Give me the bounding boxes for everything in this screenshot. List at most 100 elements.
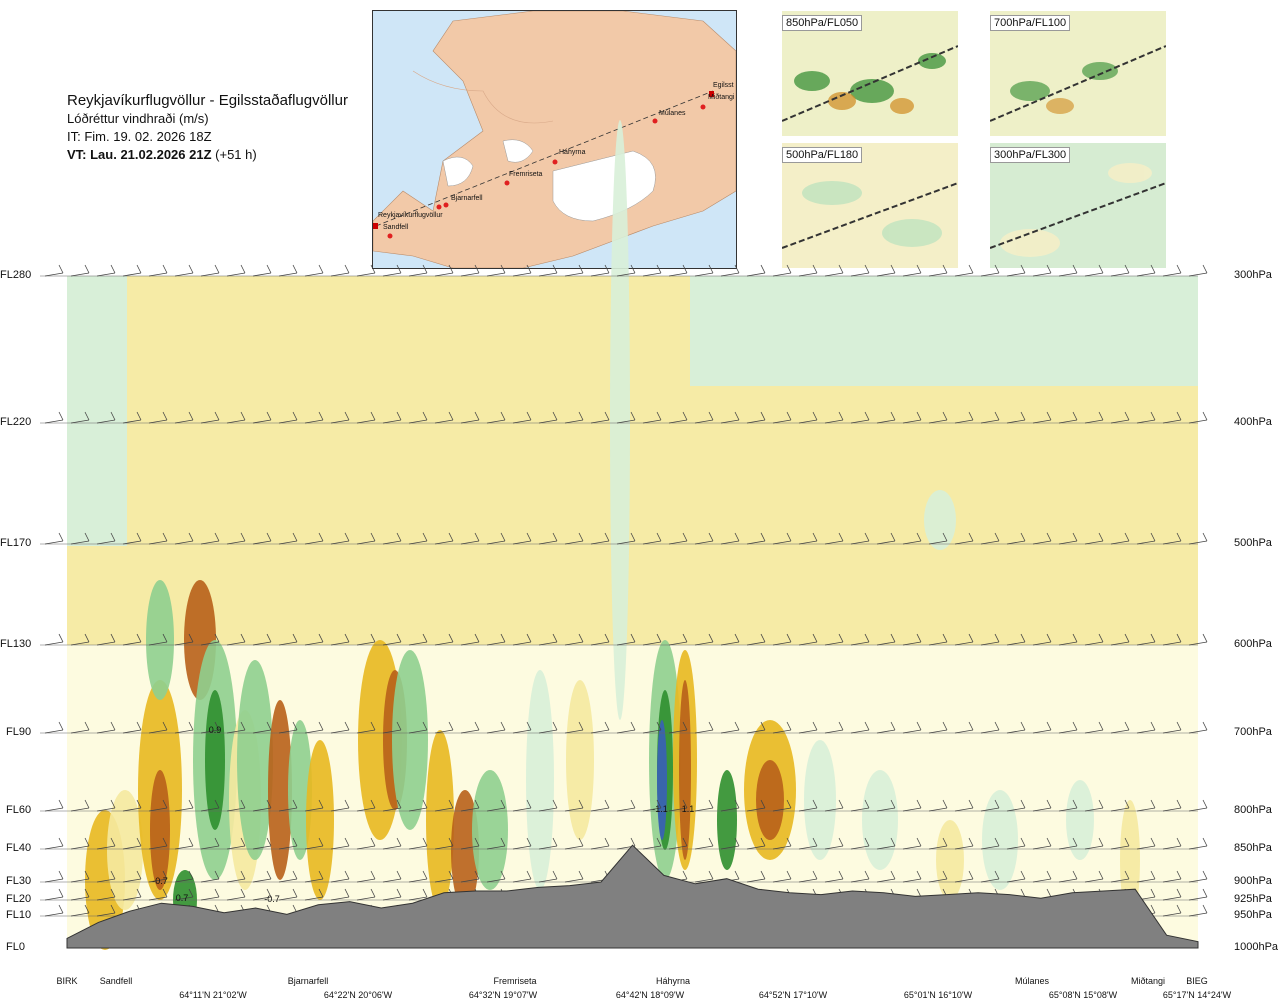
wind-barb: [824, 845, 844, 850]
wind-barb: [174, 419, 194, 424]
wind-barb-flag: [968, 633, 974, 643]
wind-barb: [122, 807, 142, 812]
wind-barb: [408, 845, 428, 850]
wind-barb: [460, 641, 480, 646]
wind-barb-flag: [760, 633, 766, 643]
wind-barb-flag: [266, 870, 272, 880]
wind-barb-flag: [1176, 721, 1182, 731]
wind-barb-flag: [1072, 799, 1078, 809]
wind-barb: [512, 641, 532, 646]
wind-barb: [902, 272, 922, 277]
wind-barb-flag: [656, 532, 662, 542]
flight-level-label: FL170: [0, 537, 32, 549]
map-label-egilsstadir: Egilsst: [713, 82, 734, 89]
wind-barb: [1188, 807, 1208, 812]
wind-barb: [96, 807, 116, 812]
velocity-cell: [150, 770, 170, 890]
velocity-cell: [472, 770, 508, 890]
wind-barb: [1162, 807, 1182, 812]
wind-barb: [70, 641, 90, 646]
coordinate-label: 64°32'N 19°07'W: [468, 990, 538, 1000]
wind-barb-flag: [188, 870, 194, 880]
flight-level-label: FL130: [0, 638, 32, 650]
wind-barb: [122, 729, 142, 734]
wind-barb: [1110, 845, 1130, 850]
wind-barb: [408, 896, 428, 901]
wind-barb-flag: [448, 411, 454, 421]
wind-barb: [44, 641, 64, 646]
wind-barb-flag: [604, 799, 610, 809]
velocity-cell: [288, 720, 312, 860]
wind-barb: [954, 845, 974, 850]
wind-barb-flag: [656, 633, 662, 643]
wind-barb-flag: [656, 264, 662, 274]
wind-barb-flag: [890, 264, 896, 274]
waypoint-label: Sandfell: [99, 976, 133, 986]
wind-barb: [694, 878, 714, 883]
wind-barb-flag: [864, 799, 870, 809]
wind-barb-flag: [578, 411, 584, 421]
wind-barb-flag: [656, 411, 662, 421]
wind-barb-flag: [968, 532, 974, 542]
wind-barb: [720, 419, 740, 424]
wind-barb: [200, 807, 220, 812]
wind-barb-flag: [500, 721, 506, 731]
wind-barb-flag: [1046, 870, 1052, 880]
wind-barb: [1188, 878, 1208, 883]
wind-barb-flag: [682, 532, 688, 542]
wind-barb: [954, 878, 974, 883]
wind-barb-flag: [604, 837, 610, 847]
wind-barb: [694, 272, 714, 277]
wind-barb: [694, 641, 714, 646]
wind-barb-flag: [682, 799, 688, 809]
wind-barb: [304, 540, 324, 545]
velocity-cell: [756, 760, 784, 840]
wind-barb-flag: [1176, 870, 1182, 880]
wind-barb-flag: [916, 837, 922, 847]
wind-barb: [538, 272, 558, 277]
wind-barb-flag: [578, 837, 584, 847]
wind-barb: [408, 540, 428, 545]
wind-barb-flag: [1150, 532, 1156, 542]
wind-barb-flag: [1176, 888, 1182, 898]
velocity-cell: [146, 580, 174, 700]
wind-barb: [928, 878, 948, 883]
wind-barb: [122, 845, 142, 850]
wind-barb-flag: [1124, 799, 1130, 809]
wind-barb-flag: [942, 870, 948, 880]
wind-barb: [304, 419, 324, 424]
pressure-level-label: 950hPa: [1234, 909, 1272, 921]
wind-barb: [642, 845, 662, 850]
wind-barb: [876, 878, 896, 883]
wind-barb: [1032, 729, 1052, 734]
wind-barb: [954, 641, 974, 646]
wind-barb: [148, 896, 168, 901]
data-label: -0.7: [264, 894, 280, 904]
wind-barb-flag: [604, 633, 610, 643]
wind-barb-flag: [292, 721, 298, 731]
wind-barb: [434, 419, 454, 424]
wind-barb: [746, 729, 766, 734]
wind-barb-flag: [1072, 721, 1078, 731]
wind-barb-flag: [84, 888, 90, 898]
wind-barb: [538, 419, 558, 424]
wind-barb-flag: [214, 633, 220, 643]
wind-barb-flag: [604, 411, 610, 421]
wind-barb-flag: [318, 837, 324, 847]
wind-barb-flag: [448, 264, 454, 274]
wind-barb: [356, 729, 376, 734]
wind-barb-flag: [422, 870, 428, 880]
wind-barb-flag: [708, 799, 714, 809]
wind-barb: [1162, 896, 1182, 901]
wind-barb-flag: [84, 532, 90, 542]
wind-barb: [174, 729, 194, 734]
wind-barb: [642, 419, 662, 424]
wind-barb: [1136, 845, 1156, 850]
wind-barb-flag: [1072, 870, 1078, 880]
wind-barb-flag: [786, 721, 792, 731]
wind-barb-flag: [786, 870, 792, 880]
wind-barb-flag: [968, 411, 974, 421]
wind-barb: [96, 845, 116, 850]
wind-barb-flag: [994, 870, 1000, 880]
pressure-level-label: 400hPa: [1234, 416, 1272, 428]
